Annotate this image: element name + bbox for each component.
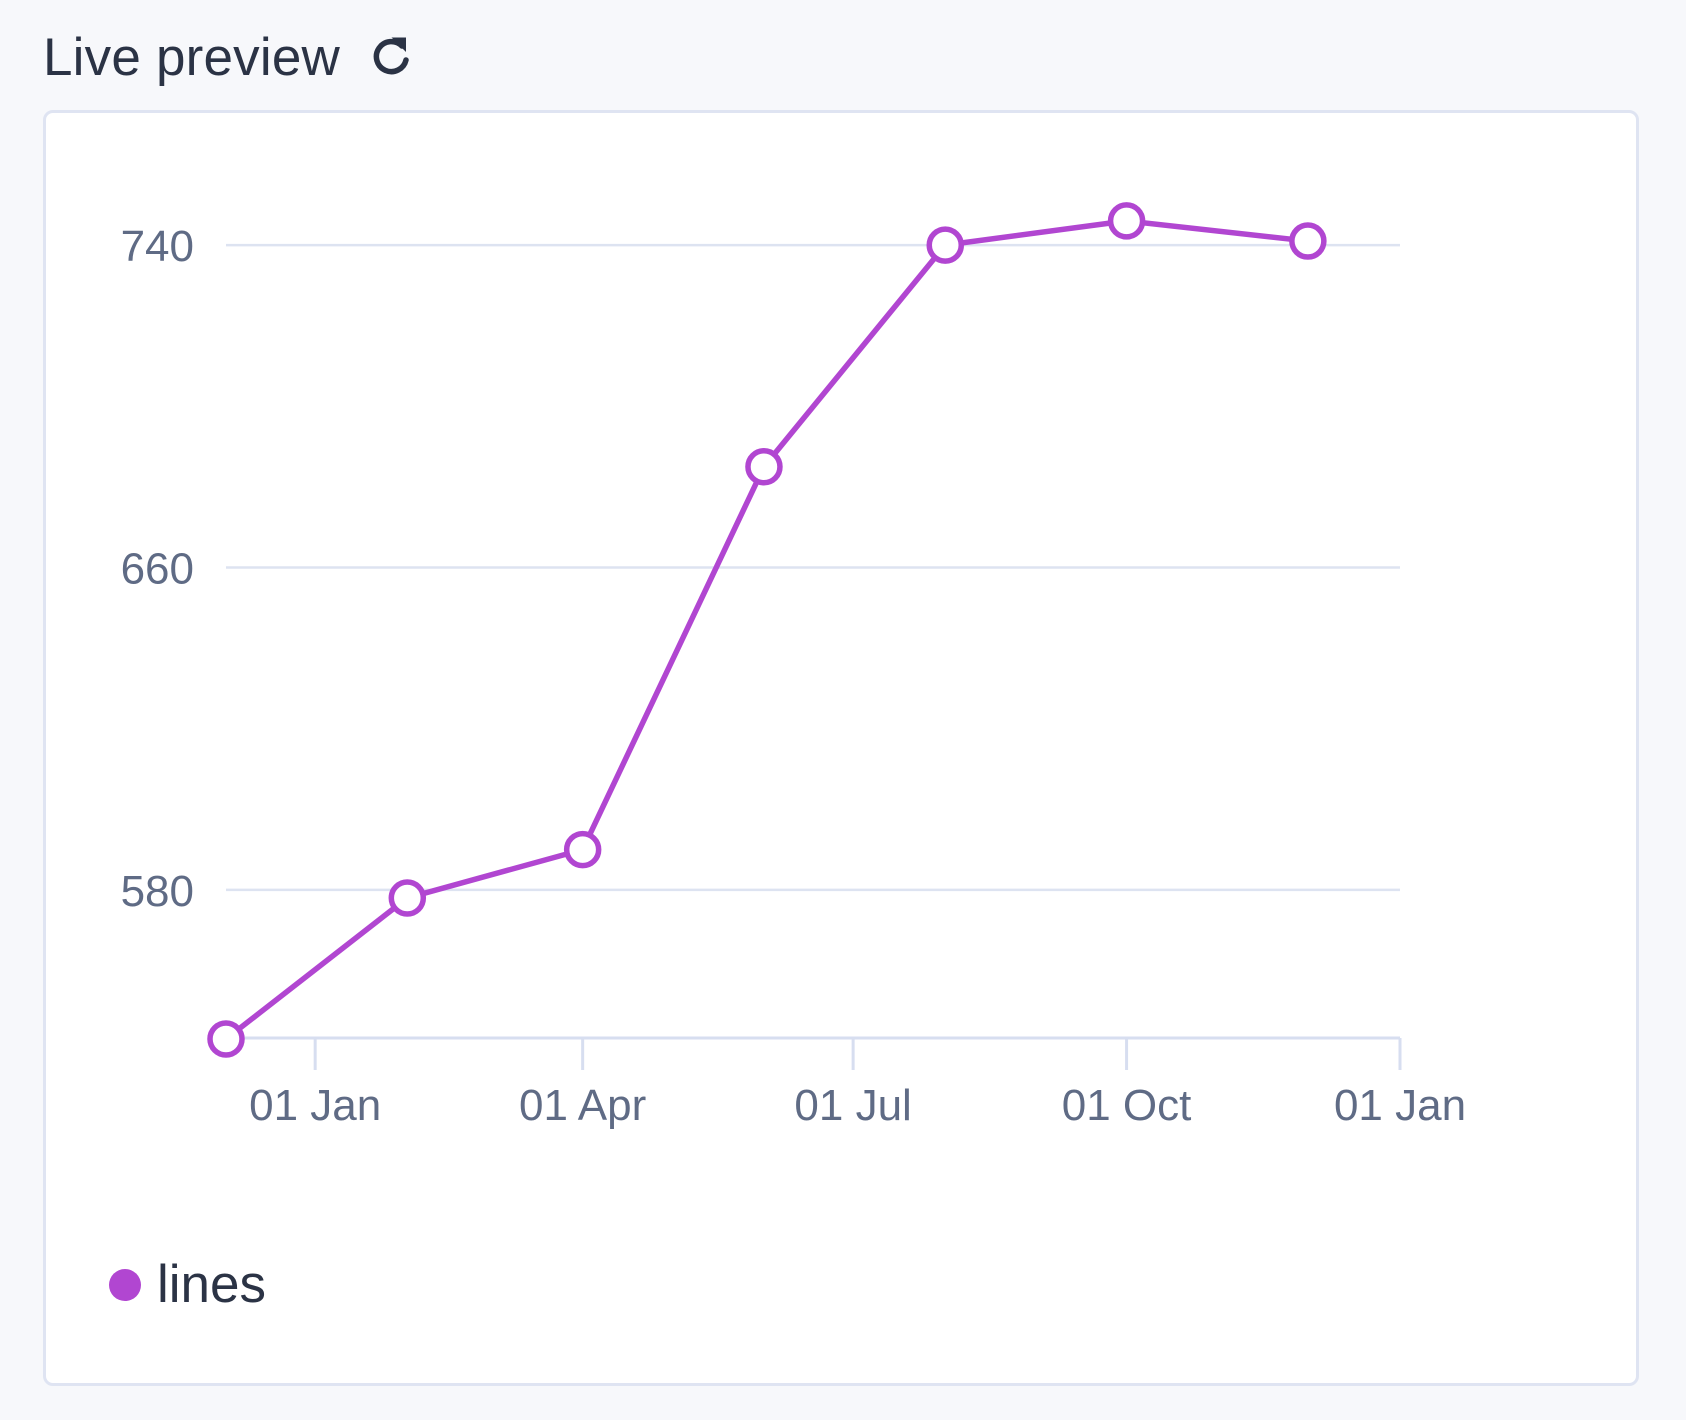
- y-tick-label: 660: [121, 544, 194, 593]
- legend-label-lines: lines: [157, 1255, 267, 1314]
- x-axis-ticks: 01 Jan 01 Apr 01 Jul 01 Oct 01 Jan: [249, 1081, 1466, 1130]
- preview-header: Live preview: [43, 22, 416, 92]
- x-tick-label: 01 Jul: [794, 1081, 911, 1130]
- grid-lines: [226, 243, 1400, 892]
- data-point: [926, 226, 965, 264]
- data-point: [1107, 202, 1146, 240]
- data-point: [388, 879, 427, 917]
- page-title: Live preview: [43, 27, 340, 87]
- series-line-lines: [224, 218, 1309, 1042]
- x-tick-label: 01 Oct: [1062, 1081, 1192, 1130]
- x-axis: [226, 1036, 1402, 1070]
- x-tick-label: 01 Apr: [519, 1081, 646, 1130]
- data-point: [563, 830, 602, 869]
- data-point: [1289, 222, 1327, 260]
- legend-swatch-lines: [109, 1268, 141, 1301]
- y-tick-label: 740: [121, 222, 194, 271]
- refresh-button[interactable]: [366, 32, 416, 82]
- legend[interactable]: lines: [109, 1258, 266, 1311]
- data-point: [207, 1020, 245, 1058]
- series-lines: [207, 202, 1327, 1058]
- data-point: [745, 447, 783, 486]
- y-axis-ticks: 580 660 740: [121, 222, 194, 916]
- refresh-icon: [373, 37, 409, 75]
- y-tick-label: 580: [121, 867, 194, 916]
- x-tick-label: 01 Jan: [1334, 1081, 1466, 1130]
- chart-card: 580 660 740 01 Jan 01 Apr 01 Jul 01 Oct 01 Jan…: [43, 110, 1639, 1386]
- line-chart: 580 660 740 01 Jan 01 Apr 01 Jul 01 Oct 01 Jan: [121, 202, 1466, 1130]
- x-tick-label: 01 Jan: [249, 1081, 381, 1130]
